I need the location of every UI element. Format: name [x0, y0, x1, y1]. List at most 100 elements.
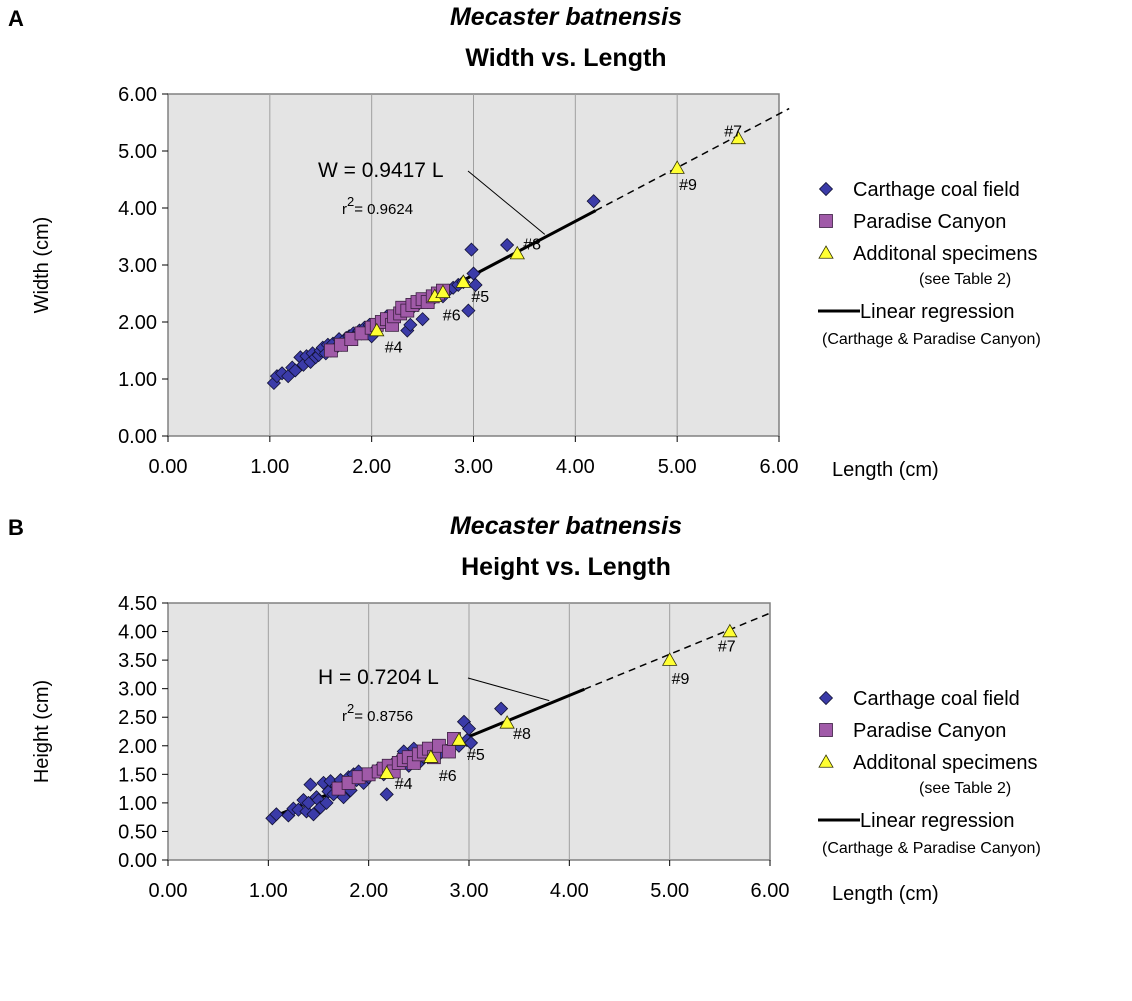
point-diamond	[464, 242, 479, 257]
chart-title: Mecaster batnensis	[450, 3, 682, 31]
point-diamond	[303, 777, 318, 792]
point-triangle	[423, 749, 439, 763]
legend: Carthage coal field Paradise Canyon Addito…	[818, 688, 1041, 857]
point-triangle	[730, 130, 746, 145]
point-diamond	[500, 237, 515, 253]
legend-note: (see Table 2)	[919, 780, 1011, 797]
x-tick-label: 1.00	[250, 456, 289, 478]
x-tick-label: 4.00	[550, 880, 589, 902]
chart-B: B Mecaster batnensis Height vs. Length 0.00…	[8, 512, 1041, 905]
point-triangle	[669, 160, 685, 174]
x-tick-label: 4.00	[556, 456, 595, 478]
point-triangle	[435, 284, 451, 299]
legend-label: Paradise Canyon	[853, 720, 1006, 742]
legend-label: Carthage coal field	[853, 688, 1020, 710]
y-tick-label: 1.00	[118, 369, 157, 391]
x-tick-label: 3.00	[450, 880, 489, 902]
legend-label: Carthage coal field	[853, 179, 1020, 201]
point-diamond	[269, 807, 284, 822]
chart-subtitle: Width vs. Length	[465, 44, 666, 72]
legend-triangle-icon	[818, 245, 834, 259]
point-label: #5	[467, 747, 485, 764]
y-tick-label: 1.50	[118, 764, 157, 786]
y-tick-label: 3.50	[118, 650, 157, 672]
legend-square-icon	[819, 214, 833, 228]
x-tick-label: 2.00	[352, 456, 391, 478]
point-diamond	[461, 303, 476, 318]
x-tick-label: 5.00	[658, 456, 697, 478]
y-tick-label: 2.50	[118, 707, 157, 729]
y-tick-label: 2.00	[118, 312, 157, 334]
x-tick-label: 6.00	[751, 880, 790, 902]
point-label: #4	[395, 776, 413, 793]
point-diamond	[288, 363, 303, 378]
point-label: #4	[385, 340, 403, 357]
y-tick-label: 6.00	[118, 84, 157, 106]
legend-label: Linear regression	[860, 301, 1015, 323]
point-diamond	[415, 312, 430, 327]
r-squared-prefix: r	[342, 201, 347, 218]
point-diamond	[468, 277, 483, 293]
annotation-leader	[467, 170, 546, 235]
chart-A: A Mecaster batnensis Width vs. Length 0.00 1…	[8, 3, 1041, 481]
x-axis-label: Length (cm)	[832, 459, 939, 481]
series-square	[324, 283, 450, 358]
regression-equation: W = 0.9417 L	[318, 159, 444, 182]
point-triangle	[499, 715, 515, 729]
y-tick-label: 3.00	[118, 679, 157, 701]
point-diamond	[379, 787, 394, 802]
series-triangle: #4 #6 #5 #8 #9 #7	[369, 123, 746, 357]
point-label: #9	[672, 671, 690, 688]
series-triangle: #4 #6 #5 #8 #9 #7	[379, 623, 738, 793]
y-tick-label: 5.00	[118, 141, 157, 163]
y-tick-label: 0.00	[118, 850, 157, 872]
legend-note: (Carthage & Paradise Canyon)	[822, 331, 1041, 348]
legend-label: Additonal specimens	[853, 243, 1038, 265]
legend-note: (see Table 2)	[919, 271, 1011, 288]
x-axis-label: Length (cm)	[832, 883, 939, 905]
regression-extension	[595, 107, 790, 212]
point-diamond	[463, 735, 479, 750]
point-label: #8	[513, 726, 531, 743]
r-squared-value: = 0.8756	[354, 708, 413, 725]
y-tick-label: 4.50	[118, 593, 157, 615]
point-label: #6	[439, 768, 457, 785]
y-axis-label: Height (cm)	[31, 680, 53, 783]
y-tick-label: 1.00	[118, 793, 157, 815]
panel-label: A	[8, 6, 24, 31]
x-tick-label: 0.00	[149, 880, 188, 902]
annotation-leader	[467, 677, 550, 702]
legend-diamond-icon	[818, 181, 834, 197]
legend-label: Additonal specimens	[853, 752, 1038, 774]
legend-diamond-icon	[818, 690, 834, 706]
legend-note: (Carthage & Paradise Canyon)	[822, 840, 1041, 857]
legend-square-icon	[819, 723, 833, 737]
point-diamond	[403, 317, 418, 332]
legend-label: Paradise Canyon	[853, 211, 1006, 233]
y-tick-label: 0.00	[118, 426, 157, 448]
regression-equation: H = 0.7204 L	[318, 666, 439, 689]
r-squared: r2= 0.9624	[342, 194, 413, 218]
x-tick-label: 6.00	[760, 456, 799, 478]
point-diamond	[319, 795, 334, 810]
point-diamond	[494, 701, 509, 716]
x-tick-label: 5.00	[650, 880, 689, 902]
point-label: #8	[523, 237, 541, 254]
point-label: #6	[443, 307, 461, 324]
r-squared-prefix: r	[342, 708, 347, 725]
x-tick-label: 0.00	[149, 456, 188, 478]
point-triangle	[451, 732, 467, 746]
point-triangle	[661, 652, 678, 666]
y-tick-label: 4.00	[118, 622, 157, 644]
point-label: #5	[471, 289, 489, 306]
y-axis-label: Width (cm)	[31, 217, 53, 314]
r-squared-value: = 0.9624	[354, 201, 413, 218]
legend: Carthage coal field Paradise Canyon Addito…	[818, 179, 1041, 348]
y-tick-label: 3.00	[118, 255, 157, 277]
point-triangle	[455, 274, 472, 288]
r-squared: r2= 0.8756	[342, 701, 413, 725]
y-tick-label: 4.00	[118, 198, 157, 220]
legend-label: Linear regression	[860, 810, 1015, 832]
point-diamond	[586, 194, 601, 209]
